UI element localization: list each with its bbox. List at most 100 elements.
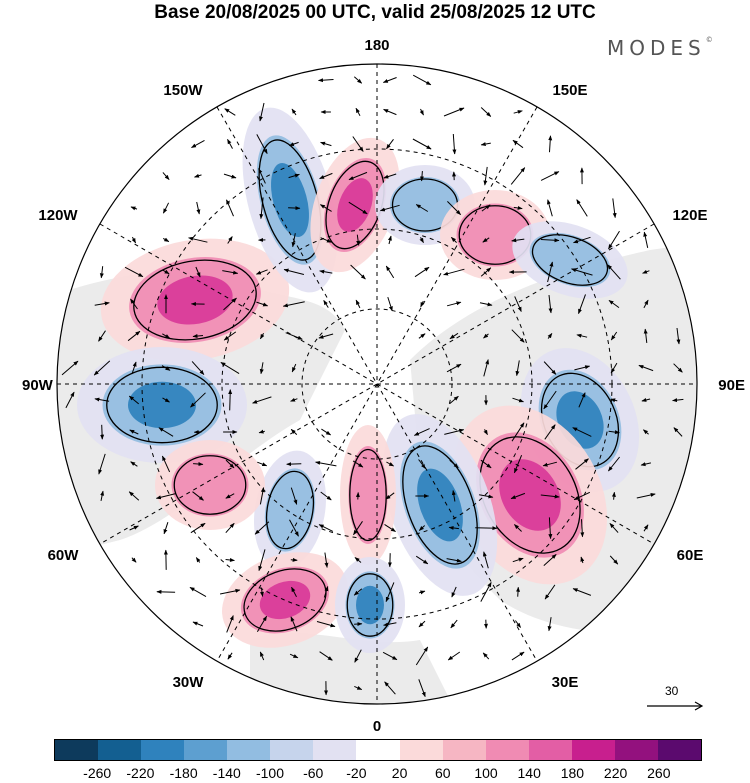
wind-arrow xyxy=(641,397,651,402)
wind-arrow xyxy=(161,455,171,473)
wind-arrow xyxy=(224,108,236,116)
colorbar-tick-label: -20 xyxy=(346,765,367,781)
wind-arrow xyxy=(319,172,333,180)
wind-arrow xyxy=(161,365,171,371)
wind-arrow xyxy=(93,360,111,376)
wind-arrow xyxy=(225,459,235,469)
wind-arrow xyxy=(220,361,240,375)
wind-arrow xyxy=(320,237,332,243)
wind-arrow xyxy=(260,587,264,597)
wind-arrow xyxy=(512,397,524,403)
wind-arrow xyxy=(193,462,204,467)
wind-arrow xyxy=(285,332,303,340)
wind-arrow xyxy=(547,617,552,632)
colorbar-segment xyxy=(184,740,228,760)
wind-arrow xyxy=(192,621,204,627)
wind-arrow xyxy=(452,133,457,155)
wind-arrow xyxy=(543,390,557,410)
wind-arrow xyxy=(513,455,523,474)
wind-arrow xyxy=(318,333,334,339)
wind-arrow xyxy=(548,517,553,540)
wind-arrow xyxy=(98,330,106,342)
anomaly-field xyxy=(77,107,640,653)
wind-arrow xyxy=(415,646,429,666)
wind-arrow xyxy=(353,521,363,536)
anomaly-low-central-siberia xyxy=(512,221,628,299)
wind-arrow xyxy=(162,333,171,339)
wind-arrow xyxy=(65,391,75,409)
wind-arrow xyxy=(350,264,366,280)
anomaly-contour xyxy=(348,446,388,544)
wind-arrow xyxy=(547,332,553,339)
wind-arrow xyxy=(225,522,235,534)
wind-arrow xyxy=(352,460,364,468)
brand-mark: © xyxy=(705,36,713,44)
anomaly-high-labrador xyxy=(155,440,265,530)
anomaly-contour xyxy=(271,163,309,237)
wind-arrow xyxy=(355,299,361,309)
wind-arrow xyxy=(315,460,337,467)
wind-arrow xyxy=(512,557,524,563)
wind-arrow xyxy=(448,525,459,530)
streamline-contour xyxy=(402,445,478,565)
colorbar-tick-label: -220 xyxy=(126,765,155,781)
wind-arrow xyxy=(483,166,488,186)
wind-arrow xyxy=(283,268,305,275)
lon-label-90w: 90W xyxy=(22,377,54,394)
wind-arrow xyxy=(324,552,329,568)
lon-label-120w: 120W xyxy=(38,207,78,224)
wind-arrow xyxy=(580,519,585,538)
anomaly-low-greenland-west xyxy=(253,450,327,570)
wind-arrow xyxy=(387,235,392,245)
lon-label-60w: 60W xyxy=(48,547,80,564)
wind-arrow xyxy=(387,296,393,312)
wind-arrow xyxy=(99,266,104,279)
wind-arrow xyxy=(130,206,138,211)
wind-arrow xyxy=(449,395,459,405)
wind-arrow xyxy=(61,360,79,376)
wind-arrow xyxy=(636,493,656,499)
wind-arrow xyxy=(291,363,297,373)
wind-arrow xyxy=(227,138,233,149)
wind-arrow xyxy=(131,361,137,375)
colorbar-tick-label: 140 xyxy=(517,765,541,781)
wind-arrow xyxy=(192,334,204,339)
wind-arrow xyxy=(290,429,298,435)
wind-arrow xyxy=(608,299,620,309)
map-boundary xyxy=(56,63,698,705)
colorbar-segment xyxy=(399,740,443,760)
wind-arrow xyxy=(259,332,265,340)
wind-arrow xyxy=(131,236,137,244)
wind-arrow xyxy=(449,332,459,340)
wind-arrow xyxy=(162,202,170,214)
wind-arrow xyxy=(195,557,201,563)
wind-arrow xyxy=(130,461,138,467)
colorbar-segment xyxy=(270,740,314,760)
colorbar-tick-label: 100 xyxy=(474,765,498,781)
wind-arrow xyxy=(353,76,363,84)
wind-arrow xyxy=(676,327,681,345)
wind-arrow xyxy=(259,487,265,505)
streamline-contour xyxy=(346,573,394,637)
wind-arrow xyxy=(255,269,268,275)
wind-arrow xyxy=(94,397,110,402)
wind-arrow xyxy=(379,204,400,212)
wind-arrow xyxy=(413,428,430,436)
colorbar-segment xyxy=(98,740,142,760)
wind-arrow xyxy=(450,619,458,629)
colorbar-segment xyxy=(313,740,357,760)
wind-arrow xyxy=(288,206,301,211)
wind-arrow xyxy=(576,199,588,217)
wind-arrow xyxy=(511,329,525,343)
wind-arrow xyxy=(420,300,425,308)
wind-arrow xyxy=(316,621,336,628)
wind-arrow xyxy=(572,588,592,596)
wind-arrow xyxy=(256,615,268,632)
wind-arrow xyxy=(446,558,462,563)
wind-arrow xyxy=(574,365,591,371)
wind-arrow xyxy=(638,364,654,372)
wind-arrow xyxy=(482,551,489,569)
wind-arrow xyxy=(158,427,174,437)
colorbar-ticks: -260 -220 -180 -140 -100 -60 -20 20 60 100 140 180 2… xyxy=(54,765,702,783)
wind-arrow xyxy=(318,78,334,83)
